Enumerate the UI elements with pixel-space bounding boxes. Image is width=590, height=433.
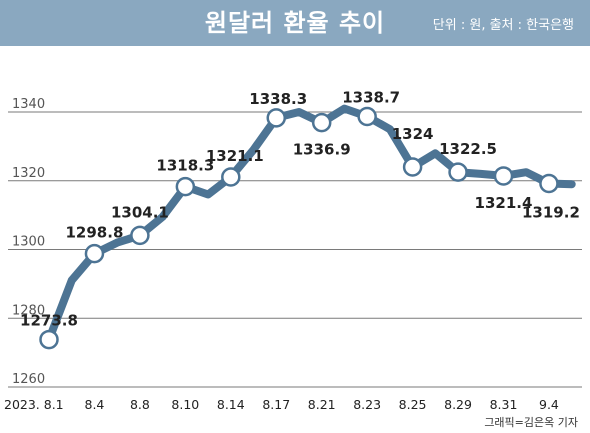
x-tick-label-10: 8.31 xyxy=(490,397,518,412)
data-point-marker xyxy=(175,176,196,197)
graphic-credit: 그래픽=김은옥 기자 xyxy=(484,416,578,429)
y-tick-label-1320: 1320 xyxy=(12,166,45,181)
y-tick-label-1340: 1340 xyxy=(12,97,45,112)
line-chart: 1260 1280 1300 1320 1340 2023. 8.1 8.4 8.8 8.10 8… xyxy=(4,88,582,412)
data-point-marker xyxy=(448,162,468,182)
data-label-1321.4: 1321.4 xyxy=(475,194,533,212)
data-label-1338.3: 1338.3 xyxy=(249,90,307,108)
x-tick-label-6: 8.21 xyxy=(308,397,336,412)
data-point-marker xyxy=(493,166,514,186)
data-label-1273.8: 1273.8 xyxy=(20,312,78,330)
data-label-1304.1: 1304.1 xyxy=(111,203,169,221)
x-tick-label-4: 8.14 xyxy=(217,397,245,412)
unit-source-note: 단위 : 원, 출처 : 한국은행 xyxy=(432,18,574,33)
data-point-marker xyxy=(130,225,150,246)
data-point-marker xyxy=(39,329,59,350)
data-label-1336.9: 1336.9 xyxy=(293,141,351,159)
x-tick-label-7: 8.23 xyxy=(353,397,381,412)
title-bar: 원달러 환율 추이 단위 : 원, 출처 : 한국은행 xyxy=(0,0,590,48)
x-tick-label-8: 8.25 xyxy=(399,397,427,412)
chart-title: 원달러 환율 추이 xyxy=(204,9,386,37)
data-label-1322.5: 1322.5 xyxy=(439,140,497,158)
data-label-1324: 1324 xyxy=(392,125,434,143)
data-point-marker xyxy=(84,243,105,264)
data-point-marker xyxy=(266,108,286,128)
data-point-marker xyxy=(221,167,241,187)
y-tick-label-1300: 1300 xyxy=(12,235,45,250)
y-tick-label-1260: 1260 xyxy=(12,372,45,387)
x-tick-label-5: 8.17 xyxy=(262,397,290,412)
data-point-marker xyxy=(311,112,332,133)
x-tick-label-1: 8.4 xyxy=(85,397,105,412)
x-tick-label-11: 9.4 xyxy=(539,397,559,412)
x-tick-label-9: 8.29 xyxy=(444,397,472,412)
data-label-1318.3: 1318.3 xyxy=(156,157,214,175)
data-label-1319.2: 1319.2 xyxy=(522,204,580,222)
y-tick-label-1280: 1280 xyxy=(12,303,45,318)
data-label-1338.7: 1338.7 xyxy=(342,88,400,106)
x-tick-label-2: 8.8 xyxy=(130,397,150,412)
data-point-marker xyxy=(402,157,423,177)
data-label-1321.1: 1321.1 xyxy=(206,147,264,165)
x-tick-label-0: 2023. 8.1 xyxy=(4,397,64,412)
data-point-marker xyxy=(357,106,377,127)
x-tick-label-3: 8.10 xyxy=(171,397,199,412)
data-label-1298.8: 1298.8 xyxy=(66,224,124,242)
data-point-marker xyxy=(539,173,559,194)
